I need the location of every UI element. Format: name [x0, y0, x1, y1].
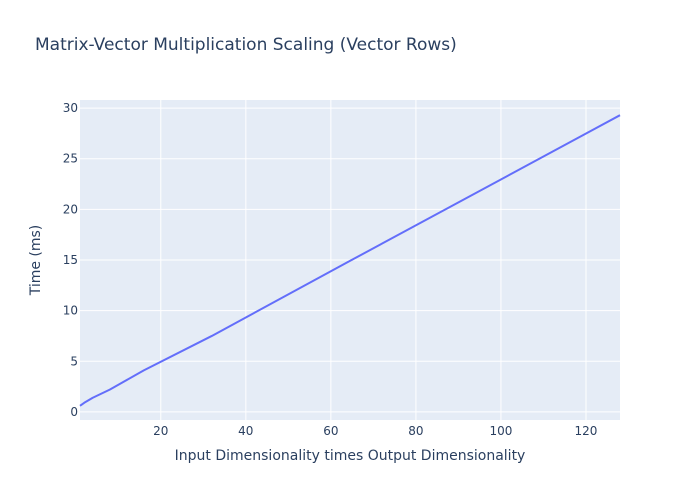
x-tick-label: 60 [323, 424, 338, 438]
x-tick-label: 120 [575, 424, 598, 438]
x-tick-label: 20 [153, 424, 168, 438]
x-tick-labels: 20 40 60 80 100 120 [153, 424, 597, 438]
y-tick-label: 0 [70, 405, 78, 419]
series-line [79, 114, 621, 407]
chart-title: Matrix-Vector Multiplication Scaling (Ve… [35, 35, 457, 55]
series-layer [79, 114, 621, 407]
y-tick-label: 30 [63, 101, 78, 115]
y-tick-labels: 0 5 10 15 20 25 30 [63, 101, 78, 419]
y-tick-label: 5 [70, 354, 78, 368]
x-axis-title: Input Dimensionality times Output Dimens… [175, 448, 526, 464]
y-tick-label: 15 [63, 253, 78, 267]
y-axis-title: Time (ms) [28, 225, 44, 297]
x-tick-label: 40 [238, 424, 253, 438]
y-tick-label: 10 [63, 304, 78, 318]
y-tick-label: 20 [63, 202, 78, 216]
x-tick-label: 100 [489, 424, 512, 438]
y-tick-label: 25 [63, 152, 78, 166]
x-tick-label: 80 [408, 424, 423, 438]
